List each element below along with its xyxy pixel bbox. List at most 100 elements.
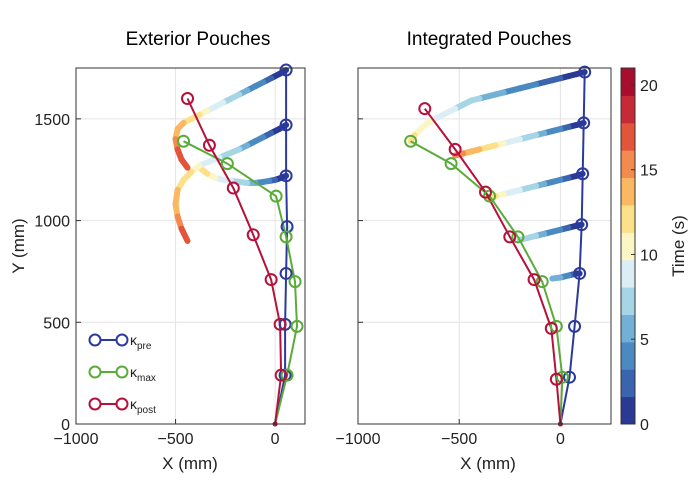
- colorbar-swatch: [621, 232, 635, 261]
- series-integrated: [404, 65, 592, 427]
- grid-integrated: [357, 68, 611, 425]
- series-line-κmax: [410, 140, 564, 425]
- x-tick-label: −500: [158, 431, 194, 448]
- series-point-κpre: [278, 317, 292, 331]
- series-point-κpre: [279, 266, 293, 280]
- colorbar-swatch: [621, 95, 635, 124]
- x-axis-label-exterior: X (mm): [162, 454, 218, 473]
- series-point-κpre: [573, 266, 587, 280]
- legend-label: κmax: [130, 364, 156, 384]
- colorbar-swatch: [621, 287, 635, 315]
- ticks-exterior: −1000 −500 0 0 500 1000 1500: [34, 112, 279, 448]
- colorbar-swatch: [621, 396, 635, 425]
- axes-frame-integrated: [357, 67, 612, 425]
- trajectory-segment: [178, 156, 191, 171]
- series-point-κpre: [568, 319, 582, 333]
- trajectory-segment: [549, 274, 564, 282]
- x-tick-label: 0: [556, 431, 565, 448]
- series-point-κmax: [511, 230, 525, 244]
- colorbar-label: Time (s): [669, 215, 688, 277]
- series-point-κmax: [555, 370, 569, 384]
- series-point-κmax: [288, 275, 302, 289]
- y-tick-label: 1000: [34, 214, 70, 231]
- series-point-κpost: [418, 102, 432, 116]
- colorbar-swatch: [621, 68, 635, 96]
- series-point-κmax: [535, 275, 549, 289]
- colorbar-swatches: [621, 68, 635, 425]
- colorbar-swatch: [621, 122, 635, 151]
- series-point-κpre: [576, 167, 590, 181]
- series-point-κpost: [274, 368, 288, 382]
- colorbar-swatch: [621, 204, 635, 233]
- series-point-κmax: [280, 368, 294, 382]
- series-point-κpre: [279, 118, 293, 132]
- series-point-κpost: [549, 372, 563, 386]
- series-point-κpost: [448, 142, 462, 156]
- y-tick-label: 1500: [34, 112, 70, 129]
- x-axis-label-integrated: X (mm): [460, 454, 516, 473]
- series-point-κpost: [264, 273, 278, 287]
- series-point-κpre: [279, 63, 293, 77]
- colorbar-swatch: [621, 369, 635, 398]
- panel-integrated: Integrated Pouches −1000 −500 0 X (mm): [336, 29, 612, 473]
- trajectories-integrated: [407, 69, 588, 282]
- series-point-κpre: [575, 218, 589, 232]
- ticks-integrated: −1000 −500 0: [336, 118, 565, 448]
- legend-marker: [115, 333, 129, 347]
- colorbar-tick-label: 10: [640, 247, 658, 264]
- legend: κpre κmax κpost: [88, 332, 156, 416]
- series-point-κmax: [269, 189, 283, 203]
- series-point-κpost: [527, 273, 541, 287]
- x-tick-label: −1000: [336, 431, 381, 448]
- series-point-κmax: [279, 230, 293, 244]
- legend-marker: [115, 365, 129, 379]
- chart-title-integrated: Integrated Pouches: [407, 29, 572, 50]
- panel-exterior: Exterior Pouches −1000 −500 0050010001500 …: [9, 29, 306, 473]
- legend-marker: [88, 397, 102, 411]
- axes-frame-exterior: [75, 67, 306, 425]
- series-point-κmax: [404, 134, 418, 148]
- series-point-κpre: [279, 169, 293, 183]
- colorbar-swatch: [621, 150, 635, 179]
- series-line-κpre: [559, 72, 586, 425]
- chart-title-exterior: Exterior Pouches: [126, 29, 271, 50]
- series-point-κpost: [273, 317, 287, 331]
- colorbar-ticks: 0 5 10 15 20: [631, 78, 658, 434]
- colorbar: 0 5 10 15 20 Time (s): [620, 67, 688, 434]
- series-line-κpost: [423, 108, 562, 425]
- series-point-κpre: [578, 65, 592, 79]
- colorbar-swatch: [621, 314, 635, 343]
- series-point-κpost: [479, 185, 493, 199]
- colorbar-tick-label: 5: [640, 332, 649, 349]
- colorbar-tick-label: 15: [640, 163, 658, 180]
- series-point-κpost: [181, 92, 195, 106]
- legend-label: κpre: [130, 332, 152, 352]
- colorbar-frame: [620, 67, 636, 425]
- series-point-κpre: [563, 370, 577, 384]
- colorbar-swatch: [621, 341, 635, 370]
- legend-marker: [88, 333, 102, 347]
- colorbar-tick-label: 0: [640, 417, 649, 434]
- x-tick-label: −500: [441, 431, 477, 448]
- colorbar-swatch: [621, 259, 635, 288]
- series-line-κmax: [183, 140, 299, 425]
- series-point-κmax: [220, 157, 234, 171]
- y-tick-label: 500: [43, 315, 70, 332]
- series-point-κpost: [202, 138, 216, 152]
- series-point-κpre: [577, 116, 591, 130]
- series-line-κpost: [186, 98, 283, 425]
- x-tick-label: 0: [271, 431, 280, 448]
- colorbar-tick-label: 20: [640, 78, 658, 95]
- legend-marker: [115, 397, 129, 411]
- series-point-κpost: [503, 230, 517, 244]
- colorbar-swatch: [621, 177, 635, 206]
- legend-label: κpost: [130, 396, 156, 416]
- x-tick-label: −1000: [54, 431, 99, 448]
- y-tick-label: 0: [61, 417, 70, 434]
- series-point-κpost: [226, 181, 240, 195]
- series-point-κmax: [483, 189, 497, 203]
- series-point-κpost: [246, 228, 260, 242]
- series-point-κpost: [544, 321, 558, 335]
- series-line-κpre: [274, 70, 289, 425]
- series-point-κmax: [444, 157, 458, 171]
